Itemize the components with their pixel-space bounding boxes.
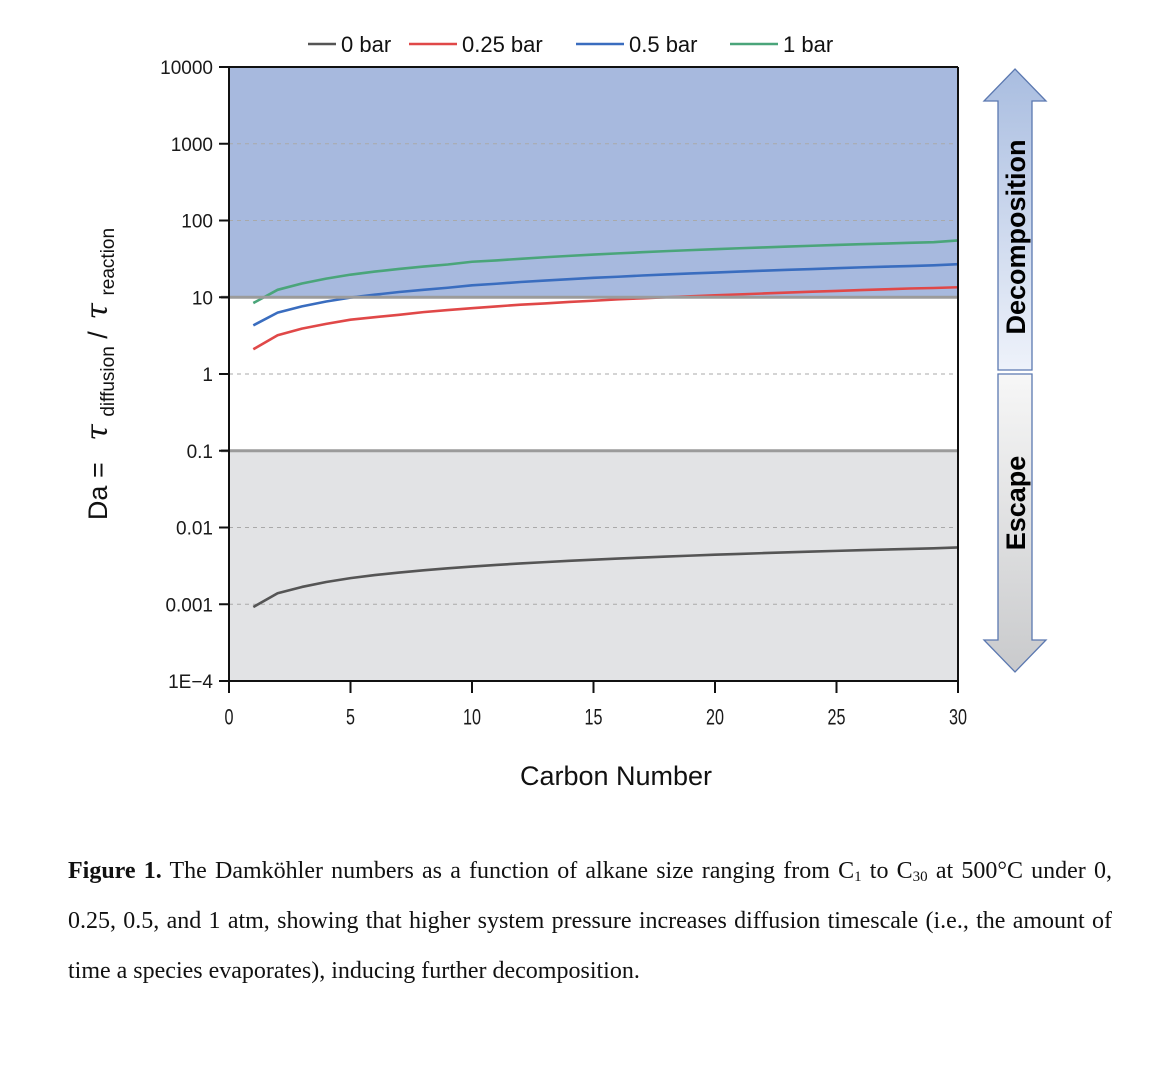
y-label-prefix: Da = bbox=[83, 462, 113, 520]
caption-text-b: to C bbox=[861, 858, 913, 884]
region-escape bbox=[229, 450, 958, 681]
legend: 0 bar 0.25 bar 0.5 bar 1 bar bbox=[308, 32, 833, 57]
y-label-slash: / bbox=[83, 331, 113, 339]
y-label-tau2: τ bbox=[80, 303, 115, 320]
y-tick-label: 0.001 bbox=[165, 595, 213, 616]
escape-label: Escape bbox=[1001, 456, 1031, 551]
damkohler-chart: 10000 1000 100 10 1 0.1 0.01 0.001 1E−4 0 5 10 15 20… bbox=[80, 32, 1048, 791]
region-decomposition bbox=[229, 67, 958, 298]
series-line-0_5-bar bbox=[252, 262, 959, 327]
x-tick-label: 0 bbox=[225, 706, 234, 730]
x-tick-label: 30 bbox=[949, 706, 967, 730]
y-axis-ticks: 10000 1000 100 10 1 0.1 0.01 0.001 1E−4 bbox=[160, 58, 229, 693]
y-label-tau1: τ bbox=[80, 424, 115, 441]
y-tick-label: 1 bbox=[202, 365, 213, 386]
legend-label: 0.25 bar bbox=[462, 32, 543, 57]
series-line-1-bar bbox=[252, 239, 959, 305]
y-tick-label: 1000 bbox=[171, 135, 213, 156]
y-tick-label: 100 bbox=[181, 212, 213, 233]
y-label-sub-diffusion: diffusion bbox=[98, 346, 119, 416]
y-tick-label: 0.01 bbox=[176, 519, 213, 540]
caption-text-c: at 500°C under 0, 0.25, 0.5, and 1 atm, … bbox=[68, 858, 1112, 984]
data-series bbox=[252, 239, 959, 609]
y-tick-label: 1E−4 bbox=[168, 672, 213, 693]
x-tick-label: 10 bbox=[463, 706, 481, 730]
caption-sub-b: 30 bbox=[912, 869, 928, 885]
y-tick-label: 0.1 bbox=[187, 442, 213, 463]
series-line-0-bar bbox=[252, 546, 959, 609]
legend-label: 0 bar bbox=[341, 32, 391, 57]
decomposition-label: Decomposition bbox=[1001, 139, 1031, 334]
x-tick-label: 25 bbox=[828, 706, 846, 730]
x-tick-label: 20 bbox=[706, 706, 724, 730]
svg-text:Da = τ diffusion: Da = τ diffusion / τ reaction bbox=[80, 228, 120, 520]
x-axis-title: Carbon Number bbox=[520, 761, 712, 791]
legend-label: 1 bar bbox=[783, 32, 833, 57]
series-line-0_25-bar bbox=[252, 285, 959, 351]
y-tick-label: 10 bbox=[192, 288, 213, 309]
decomposition-arrow-up bbox=[982, 68, 1048, 371]
y-label-sub-reaction: reaction bbox=[98, 228, 119, 296]
side-arrow: Decomposition Escape bbox=[982, 68, 1048, 673]
caption-text-a: The Damköhler numbers as a function of a… bbox=[161, 858, 855, 884]
threshold-lines bbox=[221, 295, 958, 453]
escape-arrow-down bbox=[982, 373, 1048, 673]
caption-label: Figure 1. bbox=[68, 858, 162, 884]
x-tick-label: 15 bbox=[585, 706, 603, 730]
x-axis-ticks: 0 5 10 15 20 25 30 bbox=[225, 681, 967, 730]
figure-caption: Figure 1. The Damköhler numbers as a fun… bbox=[68, 846, 1112, 996]
y-tick-label: 10000 bbox=[160, 58, 213, 79]
caption-sub-a: 1 bbox=[854, 869, 862, 885]
y-axis-title: Da = τ diffusion / τ reaction bbox=[80, 228, 120, 520]
shaded-regions bbox=[229, 67, 958, 681]
legend-label: 0.5 bar bbox=[629, 32, 698, 57]
x-tick-label: 5 bbox=[346, 706, 355, 730]
